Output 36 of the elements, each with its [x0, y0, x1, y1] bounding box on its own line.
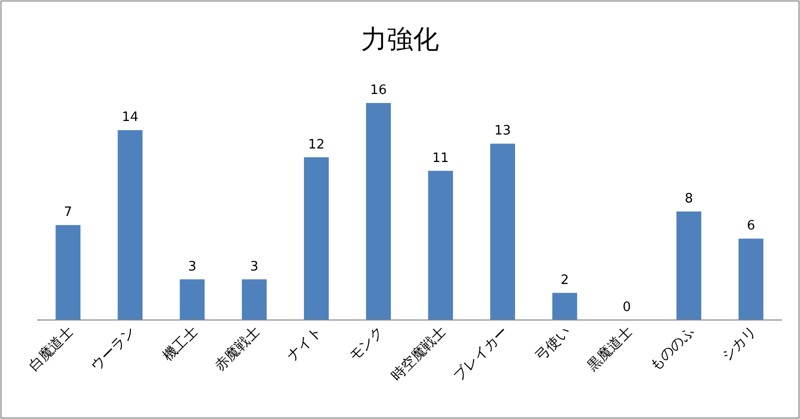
x-tick-label: 黒魔道士 — [584, 324, 636, 374]
x-tick-label: 時空魔戦士 — [388, 324, 450, 384]
bar — [56, 225, 80, 320]
data-label: 0 — [622, 300, 631, 315]
data-label: 16 — [370, 83, 387, 98]
data-label: 8 — [684, 192, 694, 206]
x-tick-label: 弓使い — [532, 324, 574, 365]
bar — [490, 144, 516, 320]
x-tick-label: シカリ — [718, 324, 760, 365]
bar — [304, 157, 329, 320]
data-label: 3 — [250, 259, 258, 274]
x-tick-label: 赤魔戦士 — [212, 324, 264, 374]
data-label: 3 — [188, 259, 196, 274]
data-label: 14 — [122, 110, 138, 126]
x-tick-label: モンク — [346, 324, 388, 365]
bar — [676, 212, 702, 320]
bar — [366, 103, 391, 320]
data-label: 6 — [746, 218, 756, 234]
chart-title: 力強化 — [361, 25, 439, 55]
bar — [118, 130, 143, 320]
bar — [180, 279, 205, 320]
data-label: 2 — [560, 272, 569, 288]
data-label: 7 — [64, 205, 72, 220]
x-tick-label: 白魔道士 — [26, 324, 77, 374]
data-label: 11 — [432, 150, 449, 166]
data-label: 13 — [494, 124, 511, 139]
x-tick-label: ウーラン — [88, 324, 139, 374]
x-tick-label: もののふ — [646, 324, 698, 374]
data-label: 12 — [308, 137, 325, 152]
x-tick-label: ブレイカー — [450, 324, 512, 384]
bar — [242, 279, 267, 320]
x-tick-label: ナイト — [284, 324, 326, 365]
bar — [428, 170, 453, 320]
bar — [552, 292, 578, 320]
bar — [738, 238, 764, 320]
x-tick-label: 機工士 — [160, 324, 202, 365]
